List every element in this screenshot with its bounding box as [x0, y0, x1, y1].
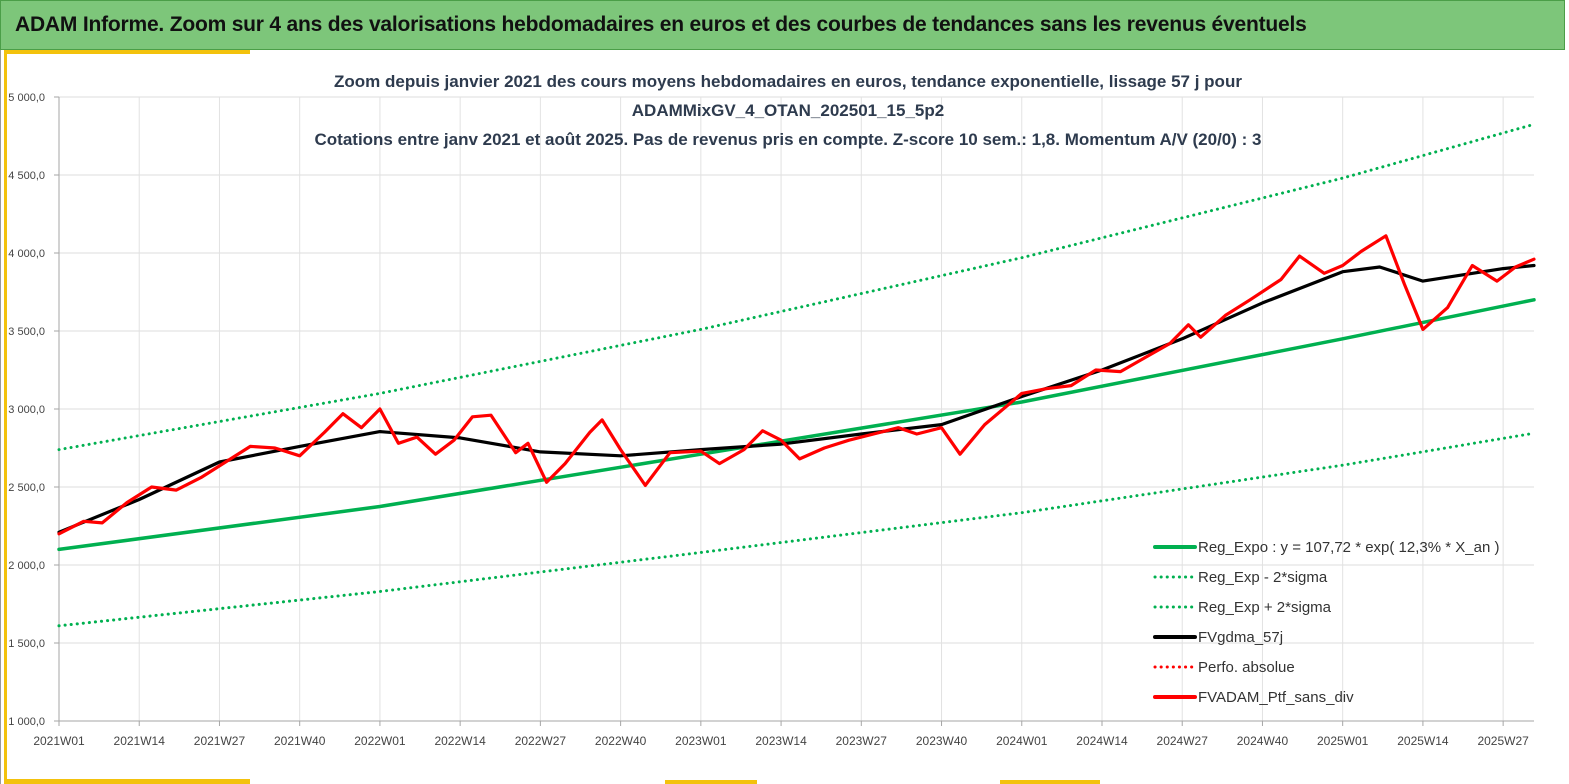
series-line-3 [57, 263, 1536, 534]
accent-bar-bottom [4, 779, 250, 784]
x-tick-label: 2024W27 [1157, 734, 1209, 748]
y-tick-label: 3 500,0 [8, 326, 45, 338]
chart-title: Zoom depuis janvier 2021 des cours moyen… [315, 72, 1262, 149]
legend-label: Reg_Expo : y = 107,72 * exp( 12,3% * X_a… [1198, 539, 1499, 556]
y-tick-label: 5 000,0 [8, 92, 45, 104]
series-line-1 [57, 431, 1536, 628]
x-axis: 2021W01 2021W14 2021W27 2021W40 2022W01 2022W… [33, 721, 1529, 748]
x-tick-label: 2023W14 [755, 734, 807, 748]
frame-border [0, 50, 1, 784]
y-tick-label: 4 500,0 [8, 170, 45, 182]
chart-title-line-1: Zoom depuis janvier 2021 des cours moyen… [334, 72, 1242, 91]
x-tick-label: 2022W27 [515, 734, 567, 748]
x-tick-label: 2025W14 [1397, 734, 1449, 748]
grid [58, 96, 1534, 722]
legend-label: Perfo. absolue [1198, 659, 1295, 676]
x-tick-label: 2021W01 [33, 734, 85, 748]
legend-label: FVADAM_Ptf_sans_div [1198, 689, 1354, 706]
y-tick-label: 3 000,0 [8, 404, 45, 416]
y-tick-label: 1 000,0 [8, 716, 45, 728]
accent-bar-left [4, 50, 7, 784]
x-tick-label: 2021W40 [274, 734, 326, 748]
x-tick-label: 2021W27 [194, 734, 246, 748]
accent-bar-bottom-segment [665, 780, 757, 784]
accent-bar-bottom-segment [1000, 780, 1100, 784]
chart-title-line-3: Cotations entre janv 2021 et août 2025. … [315, 130, 1262, 149]
x-tick-label: 2023W01 [675, 734, 727, 748]
x-tick-label: 2022W01 [354, 734, 406, 748]
chart-title-line-2: ADAMMixGV_4_OTAN_202501_15_5p2 [632, 101, 944, 120]
legend-label: FVgdma_57j [1198, 629, 1283, 646]
x-tick-label: 2023W27 [836, 734, 888, 748]
y-tick-label: 2 000,0 [8, 560, 45, 572]
y-tick-label: 4 000,0 [8, 248, 45, 260]
page-title: ADAM Informe. Zoom sur 4 ans des valoris… [15, 13, 1307, 36]
x-tick-label: 2024W40 [1237, 734, 1289, 748]
header-banner: ADAM Informe. Zoom sur 4 ans des valoris… [0, 0, 1565, 50]
series-line-0 [57, 298, 1536, 552]
series-line-5 [57, 234, 1536, 536]
y-tick-label: 1 500,0 [8, 638, 45, 650]
series-lines [57, 122, 1536, 628]
y-axis: 1 000,0 1 500,0 2 000,0 2 500,0 3 000,0 3 500… [8, 92, 59, 728]
accent-bar-top [4, 50, 250, 54]
y-tick-label: 2 500,0 [8, 482, 45, 494]
x-tick-label: 2021W14 [114, 734, 166, 748]
legend: Reg_Expo : y = 107,72 * exp( 12,3% * X_a… [1153, 539, 1499, 706]
x-tick-label: 2024W14 [1076, 734, 1128, 748]
legend-label: Reg_Exp + 2*sigma [1198, 599, 1332, 616]
legend-label: Reg_Exp - 2*sigma [1198, 569, 1328, 586]
chart-area: Zoom depuis janvier 2021 des cours moyen… [8, 72, 1536, 748]
x-tick-label: 2025W27 [1477, 734, 1529, 748]
x-tick-label: 2022W40 [595, 734, 647, 748]
x-tick-label: 2023W40 [916, 734, 968, 748]
x-tick-label: 2024W01 [996, 734, 1048, 748]
x-tick-label: 2022W14 [434, 734, 486, 748]
series-line-2 [57, 122, 1536, 452]
x-tick-label: 2025W01 [1317, 734, 1369, 748]
